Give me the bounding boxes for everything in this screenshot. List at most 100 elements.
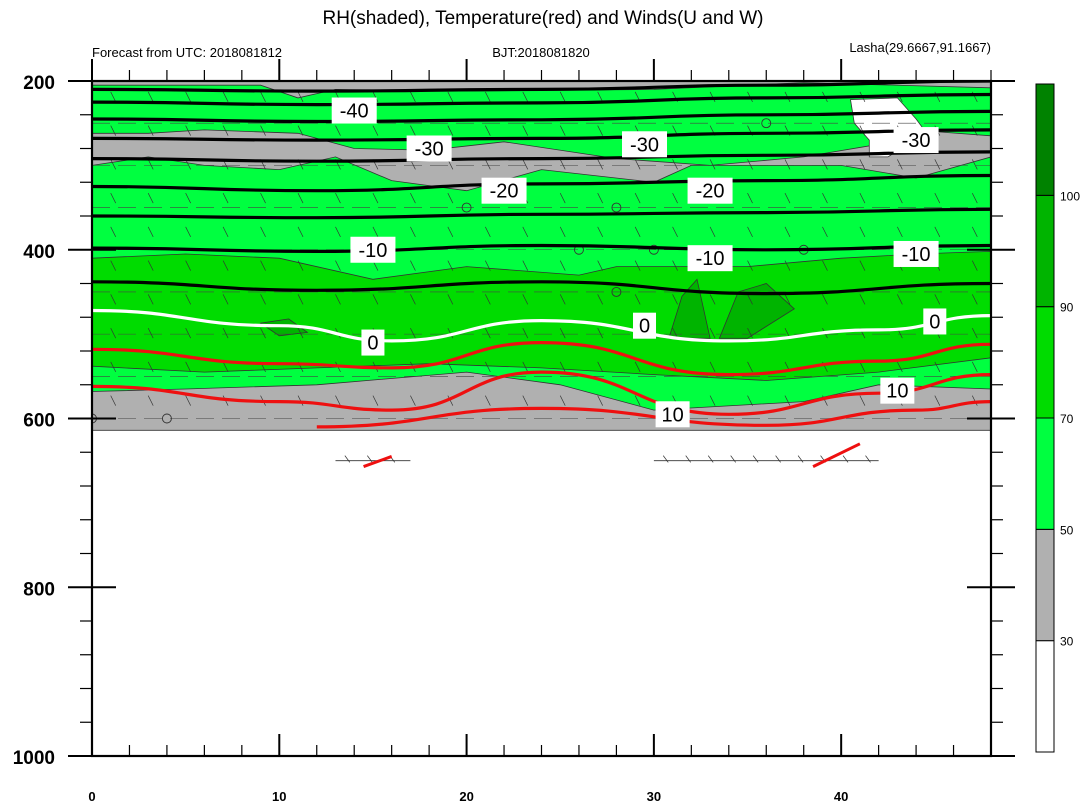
wind-barb (634, 395, 641, 406)
wind-barb (185, 91, 191, 103)
wind-barb (484, 226, 491, 238)
wind-barb (597, 192, 604, 204)
colorbar-label-2: 70 (1060, 412, 1074, 426)
wind-barb (335, 226, 341, 238)
wind-barb (260, 91, 266, 103)
colorbar: 30 50 70 90 100 (1035, 83, 1080, 753)
wind-barb (447, 260, 454, 271)
wind-barb (367, 455, 373, 463)
contour-label-box-2 (622, 131, 668, 158)
wind-barb (859, 361, 866, 373)
wind-barb (709, 226, 716, 238)
wind-barb (447, 192, 454, 204)
wind-barb (784, 260, 791, 271)
wind-barb (344, 455, 351, 463)
wind-barb (447, 226, 454, 238)
wind-barb (662, 455, 669, 463)
wind-barb (222, 192, 229, 204)
contour-label-4: -20 (490, 181, 519, 203)
x-tick-label: 0 (88, 789, 95, 804)
contour-label-box-11 (923, 308, 947, 335)
chart-title: RH(shaded), Temperature(red) and Winds(U… (322, 8, 763, 29)
y-tick-label: 200 (23, 73, 55, 94)
contour-label-8: -10 (902, 244, 931, 266)
wind-barb (260, 260, 266, 271)
wind-barb (859, 294, 866, 305)
wind-barb (185, 361, 191, 373)
wind-barb (897, 159, 903, 170)
wind-barb (709, 294, 716, 305)
wind-barb (859, 260, 866, 271)
wind-barb (110, 226, 117, 238)
wind-barb (634, 294, 641, 305)
wind-barb (110, 91, 117, 103)
wind-barb (335, 395, 341, 406)
colorbar-box-5 (1035, 83, 1055, 196)
wind-barb (110, 294, 117, 305)
wind-barb (335, 260, 341, 271)
wind-barb (784, 159, 791, 170)
surface-isotherm-0 (363, 455, 393, 469)
wind-barb (222, 226, 229, 238)
colorbar-box-4 (1035, 194, 1055, 308)
wind-barb (559, 294, 566, 305)
wind-barb (842, 455, 849, 463)
wind-barb (447, 125, 454, 136)
wind-barb (110, 361, 117, 373)
calm-wind-circle-1 (161, 413, 172, 424)
wind-barb (522, 327, 529, 339)
wind-barb (784, 192, 791, 204)
contour-label-7: -10 (696, 248, 725, 270)
contour-label-2: -30 (630, 134, 659, 156)
wind-barb (934, 192, 941, 204)
wind-barb (859, 192, 866, 204)
y-tick-label: 600 (23, 411, 55, 432)
wind-barb (775, 455, 781, 463)
wind-barb (447, 395, 454, 406)
wind-barb (897, 294, 903, 305)
wind-barb (597, 361, 604, 373)
wind-barb (147, 395, 154, 406)
wind-barb (222, 91, 229, 103)
wind-barb (297, 260, 304, 271)
wind-barb (185, 192, 191, 204)
wind-barb (597, 260, 604, 271)
wind-barb (222, 294, 229, 305)
wind-barb (522, 226, 529, 238)
wind-barb (822, 260, 828, 271)
wind-barb (747, 192, 753, 204)
wind-barb (110, 159, 117, 170)
wind-barb (297, 327, 304, 339)
wind-barb (685, 455, 691, 463)
wind-barb (709, 395, 716, 406)
wind-barb (747, 260, 753, 271)
wind-barb (559, 226, 566, 238)
wind-barb (297, 294, 304, 305)
wind-barb (297, 125, 304, 136)
wind-barb (597, 395, 604, 406)
wind-barb (484, 125, 491, 136)
wind-barb (484, 260, 491, 271)
contour-label-0: -40 (340, 101, 369, 123)
wind-barb (447, 327, 454, 339)
wind-barb (335, 192, 341, 204)
y-tick-label: 400 (23, 242, 55, 263)
wind-barb (447, 361, 454, 373)
contour-label-box-9 (361, 329, 385, 356)
wind-barb (147, 91, 154, 103)
wind-barb (934, 294, 941, 305)
isotherm-2 (92, 109, 991, 124)
wind-barb (110, 260, 117, 271)
calm-wind-circle-3 (611, 202, 622, 213)
wind-barb (185, 294, 191, 305)
x-tick-label: 40 (834, 789, 848, 804)
wind-barb (822, 159, 828, 170)
wind-barb (709, 327, 716, 339)
wind-barb (672, 226, 678, 238)
wind-barb (260, 226, 266, 238)
wind-barb (147, 260, 154, 271)
contour-label-box-13 (880, 377, 915, 404)
wind-barb (484, 91, 491, 103)
wind-barb (222, 361, 229, 373)
contour-label-1: -30 (415, 139, 444, 161)
